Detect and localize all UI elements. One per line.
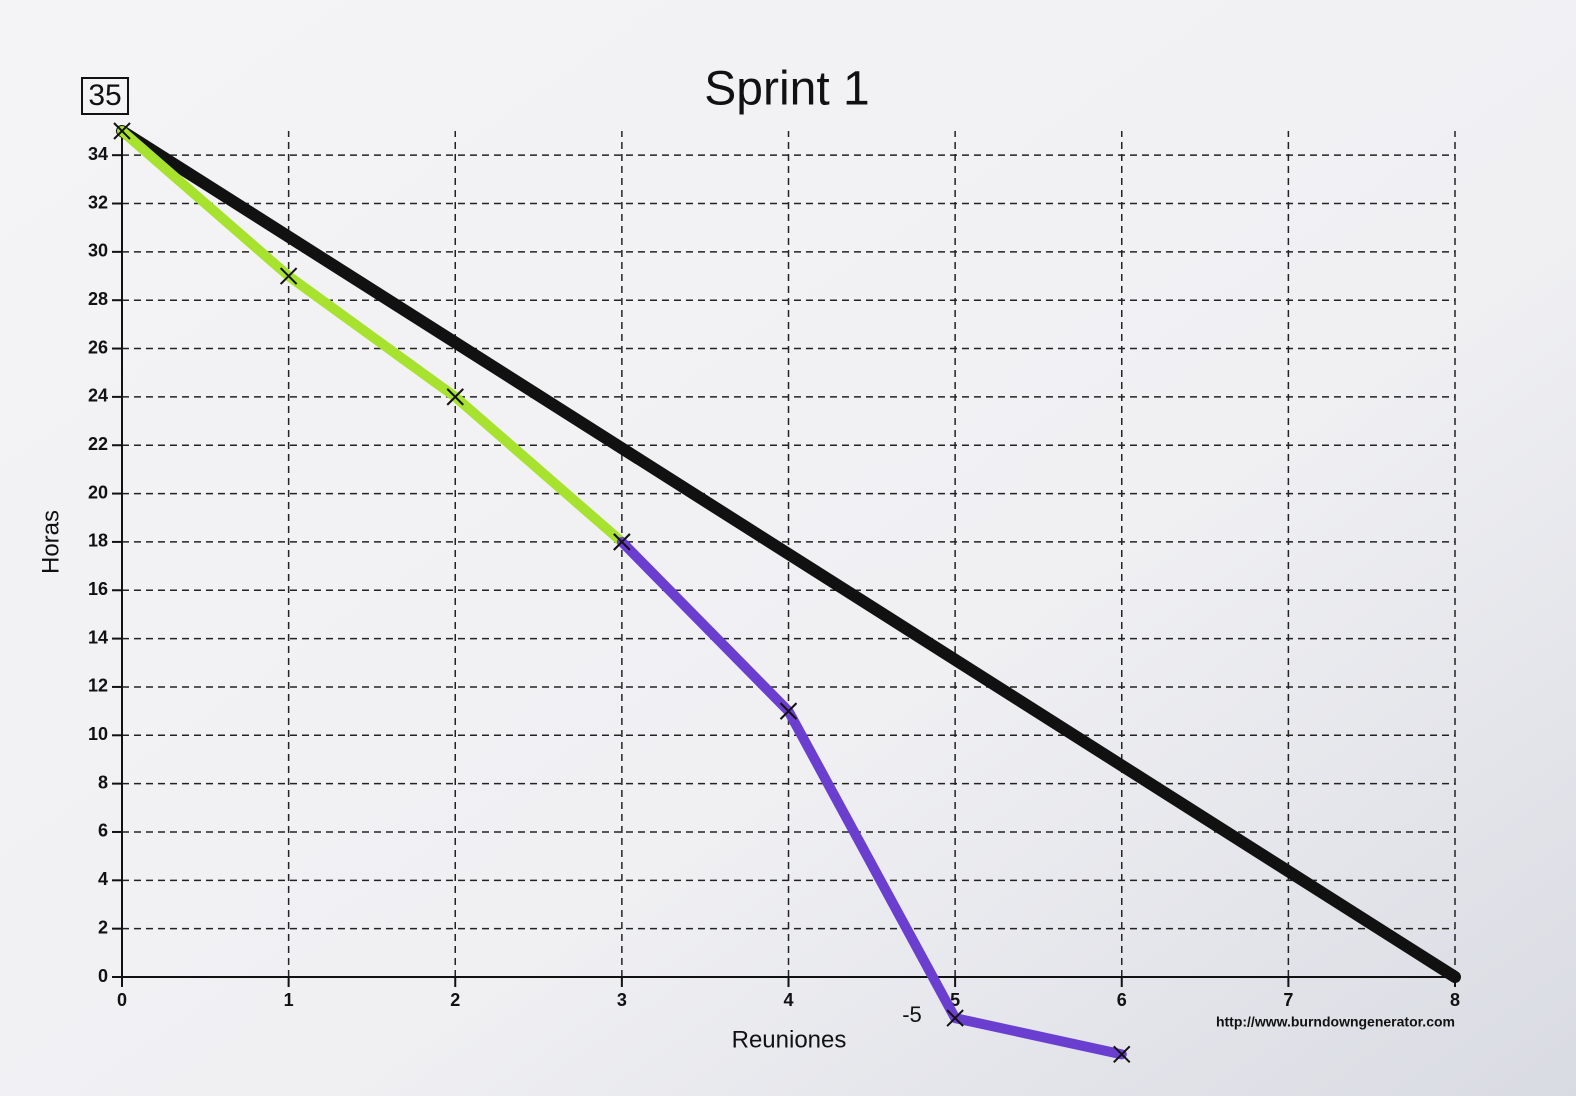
series-line [616,536,1127,1060]
annotation: 35 [88,79,121,112]
point-marker [446,388,464,406]
series-line [117,126,627,547]
y-axis-label: Horas [37,510,64,574]
point-marker [946,1009,964,1027]
x-tick-label: 5 [950,990,960,1010]
point-marker [779,702,798,720]
point-marker [613,533,631,551]
annotation: -5 [902,1002,922,1027]
y-tick-label: 22 [88,434,108,454]
y-tick-label: 10 [88,724,108,744]
series-line [116,125,1461,983]
point-marker [1113,1045,1131,1064]
x-tick-label: 4 [783,990,793,1010]
x-tick-label: 2 [450,990,460,1010]
x-tick-label: 6 [1117,990,1127,1010]
y-tick-label: 18 [88,531,108,551]
y-tick-label: 28 [88,289,108,309]
y-tick-label: 6 [98,821,108,841]
chart-title: Sprint 1 [704,63,869,116]
y-tick-label: 0 [98,966,108,986]
x-tick-label: 1 [284,990,294,1010]
x-tick-label: 0 [117,990,127,1010]
y-tick-label: 32 [88,192,108,212]
y-tick-label: 34 [88,144,108,164]
y-tick-label: 16 [88,579,108,599]
point-marker [279,267,298,285]
x-tick-label: 8 [1450,990,1460,1010]
x-axis-label: Reuniones [732,1026,847,1053]
y-tick-label: 26 [88,337,108,357]
source: http://www.burndowngenerator.com [1216,1014,1455,1030]
y-tick-label: 30 [88,241,108,261]
x-tick-label: 3 [617,990,627,1010]
y-tick-label: 20 [88,482,108,502]
y-tick-label: 2 [98,917,108,937]
y-tick-label: 8 [98,772,108,792]
y-tick-label: 4 [98,869,108,889]
x-tick-label: 7 [1283,990,1293,1010]
y-tick-label: 12 [88,676,108,696]
annotation-box [81,77,129,115]
point-marker [113,122,131,140]
y-tick-label: 24 [88,386,108,406]
y-tick-label: 14 [88,627,108,647]
